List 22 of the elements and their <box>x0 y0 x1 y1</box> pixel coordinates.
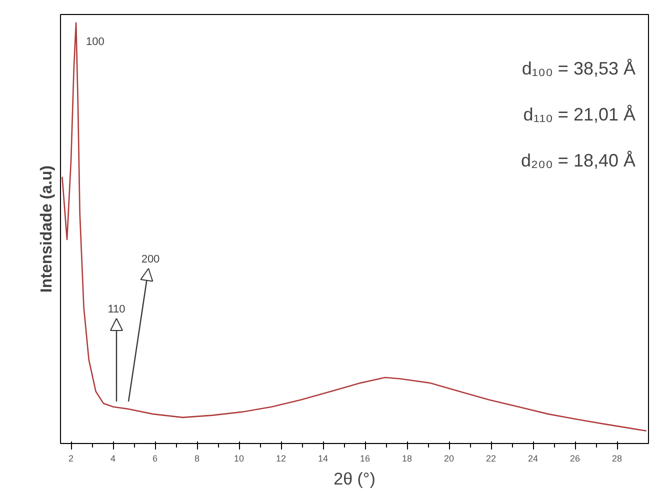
x-tick-label: 18 <box>402 454 412 464</box>
annotation: d₂₀₀ = 18,40 Å <box>520 150 636 170</box>
x-tick-label: 28 <box>612 454 622 464</box>
x-tick-label: 22 <box>486 454 496 464</box>
x-tick-label: 10 <box>234 454 244 464</box>
x-tick-label: 24 <box>528 454 538 464</box>
annotation: d₁₀₀ = 38,53 Å <box>522 58 636 78</box>
x-tick-label: 8 <box>194 454 200 464</box>
x-tick-label: 14 <box>318 454 328 464</box>
x-tick-label: 4 <box>110 454 116 464</box>
x-tick-label: 2 <box>68 454 74 464</box>
annotation: 110 <box>108 304 126 316</box>
x-tick-label: 12 <box>276 454 286 464</box>
x-tick-label: 6 <box>152 454 158 464</box>
annotation: 200 <box>141 254 160 266</box>
annotation: d₁₁₀ = 21,01 Å <box>523 104 636 124</box>
x-tick-label: 26 <box>570 454 580 464</box>
annotation: 100 <box>86 36 104 48</box>
x-axis-title: 2θ (°) <box>334 470 376 488</box>
x-tick-label: 20 <box>444 454 454 464</box>
y-axis-title: Intensidade (a.u) <box>38 165 56 293</box>
x-tick-label: 16 <box>360 454 370 464</box>
